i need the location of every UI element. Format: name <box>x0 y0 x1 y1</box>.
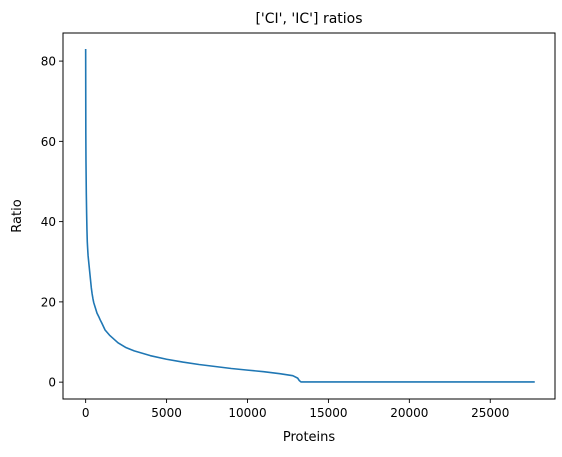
chart-title: ['CI', 'IC'] ratios <box>255 11 362 27</box>
y-axis-label: Ratio <box>10 199 25 232</box>
x-tick-label: 0 <box>82 406 90 420</box>
y-tick-label: 40 <box>41 215 56 229</box>
y-axis: 0 20 40 60 80 <box>41 55 63 390</box>
x-tick-label: 5000 <box>151 406 182 420</box>
x-axis: 0 5000 10000 15000 20000 25000 <box>82 399 509 420</box>
y-tick-label: 20 <box>41 295 56 309</box>
x-tick-label: 15000 <box>309 406 347 420</box>
x-tick-label: 20000 <box>390 406 428 420</box>
series-line-0 <box>84 49 535 383</box>
y-tick-label: 60 <box>41 135 56 149</box>
x-axis-label: Proteins <box>283 430 336 445</box>
x-tick-label: 10000 <box>228 406 266 420</box>
plot-area <box>84 49 535 383</box>
y-tick-label: 0 <box>48 376 56 390</box>
y-tick-label: 80 <box>41 55 56 69</box>
x-tick-label: 25000 <box>471 406 509 420</box>
plot-frame <box>62 32 556 400</box>
